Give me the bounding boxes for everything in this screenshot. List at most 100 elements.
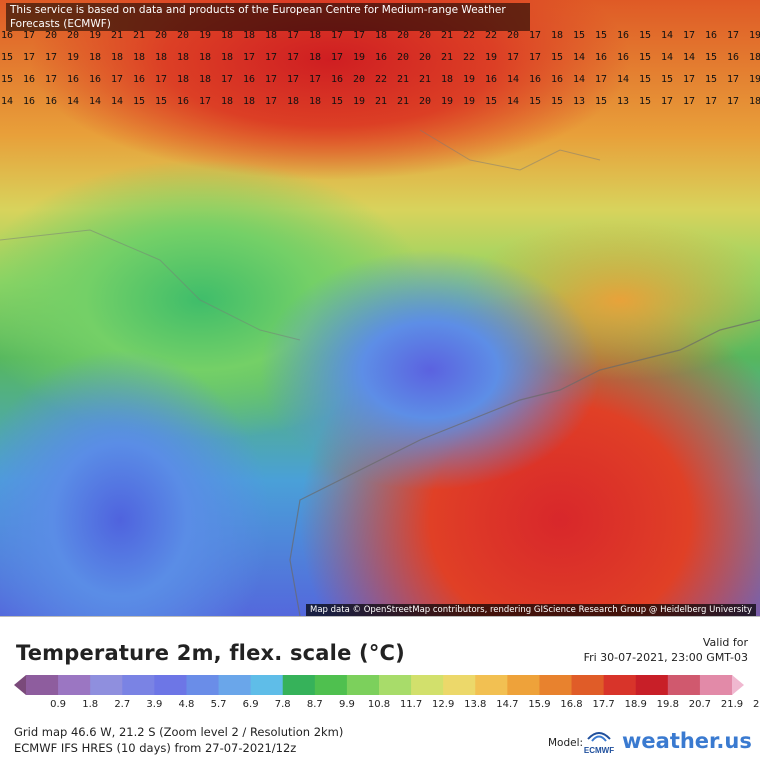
grid-value: 19 (462, 96, 476, 107)
scale-swatch (90, 675, 123, 695)
grid-value: 14 (660, 52, 674, 63)
scale-swatch (411, 675, 444, 695)
color-scale-bar (14, 675, 744, 695)
grid-info: Grid map 46.6 W, 21.2 S (Zoom level 2 / … (14, 725, 344, 739)
grid-value: 18 (242, 96, 256, 107)
brand-tld: us (724, 729, 752, 753)
grid-value: 21 (374, 96, 388, 107)
grid-value: 16 (22, 96, 36, 107)
grid-value: 17 (330, 30, 344, 41)
grid-value: 22 (484, 30, 498, 41)
scale-tick-label: 11.7 (399, 699, 423, 710)
grid-value: 15 (330, 96, 344, 107)
grid-value: 15 (550, 52, 564, 63)
temperature-map[interactable]: This service is based on data and produc… (0, 0, 760, 616)
grid-value: 15 (704, 52, 718, 63)
grid-value: 14 (110, 96, 124, 107)
brand-name: weather. (622, 729, 725, 753)
attribution-top: This service is based on data and produc… (6, 3, 530, 31)
attribution-bottom: Map data © OpenStreetMap contributors, r… (306, 604, 756, 616)
grid-value: 16 (330, 74, 344, 85)
grid-value: 20 (352, 74, 366, 85)
grid-value: 19 (88, 30, 102, 41)
scale-swatch (539, 675, 573, 695)
grid-value: 18 (176, 74, 190, 85)
grid-value: 21 (396, 96, 410, 107)
grid-value: 16 (594, 52, 608, 63)
grid-value: 21 (418, 74, 432, 85)
grid-value: 13 (572, 96, 586, 107)
grid-value: 17 (44, 52, 58, 63)
grid-value: 21 (396, 74, 410, 85)
grid-value: 18 (308, 52, 322, 63)
scale-tick-label: 7.8 (274, 699, 291, 710)
grid-value: 16 (44, 96, 58, 107)
scale-tick-label: 20.7 (688, 699, 712, 710)
grid-value: 21 (440, 30, 454, 41)
grid-value: 17 (286, 30, 300, 41)
scale-swatch (250, 675, 284, 695)
grid-value: 17 (264, 52, 278, 63)
grid-value: 17 (330, 52, 344, 63)
scale-swatch (282, 675, 316, 695)
scale-swatch (186, 675, 220, 695)
grid-value: 18 (286, 96, 300, 107)
grid-value: 17 (154, 74, 168, 85)
grid-value: 18 (440, 74, 454, 85)
scale-tick-label: 10.8 (367, 699, 391, 710)
grid-value: 17 (682, 96, 696, 107)
scale-arrow-right (732, 675, 744, 695)
grid-value: 16 (374, 52, 388, 63)
grid-value: 14 (66, 96, 80, 107)
grid-value: 17 (726, 96, 740, 107)
grid-row: 15 17 17 19 18 18 18 18 18 18 18 17 17 17 18 17 19 16 20 20… (0, 52, 760, 74)
scale-tick-label: 3.9 (146, 699, 163, 710)
scale-swatch (122, 675, 155, 695)
grid-value: 15 (704, 74, 718, 85)
grid-value: 19 (748, 30, 760, 41)
grid-value: 17 (286, 52, 300, 63)
grid-value: 15 (484, 96, 498, 107)
scale-arrow-left (14, 675, 26, 695)
grid-value: 20 (506, 30, 520, 41)
grid-value: 15 (638, 30, 652, 41)
ecmwf-logo-text: ECMWF (584, 746, 614, 755)
grid-value: 15 (638, 52, 652, 63)
scale-swatch (667, 675, 701, 695)
grid-value: 17 (22, 52, 36, 63)
grid-value: 18 (88, 52, 102, 63)
coastline-overlay (0, 129, 760, 616)
scale-swatch (218, 675, 252, 695)
grid-value: 20 (66, 30, 80, 41)
grid-value: 22 (462, 30, 476, 41)
grid-value: 15 (0, 74, 14, 85)
grid-value: 18 (550, 30, 564, 41)
grid-value: 22 (462, 52, 476, 63)
scale-tick-label: 18.9 (624, 699, 647, 710)
grid-value: 15 (0, 52, 14, 63)
weather-us-logo[interactable]: weather.us (622, 729, 752, 753)
grid-value: 17 (198, 96, 212, 107)
scale-swatch (379, 675, 412, 695)
grid-value: 18 (264, 30, 278, 41)
grid-value: 19 (352, 96, 366, 107)
grid-value: 15 (638, 74, 652, 85)
grid-value: 15 (572, 30, 586, 41)
color-scale (14, 675, 744, 695)
grid-value: 15 (638, 96, 652, 107)
grid-value: 20 (44, 30, 58, 41)
grid-value: 20 (396, 30, 410, 41)
scale-tick-labels: 0.9 1.8 2.7 3.9 4.8 5.7 6.9 7.8 8.7 9.9 10.8 11.7 12… (14, 699, 760, 713)
legend-footer: Temperature 2m, flex. scale (°C) Valid f… (0, 616, 760, 761)
grid-value: 18 (242, 30, 256, 41)
valid-time: Fri 30-07-2021, 23:00 GMT-03 (583, 651, 748, 664)
grid-value: 16 (66, 74, 80, 85)
grid-value: 19 (484, 52, 498, 63)
model-label: Model: (548, 737, 584, 749)
scale-tick-label: 17.7 (592, 699, 615, 710)
grid-value: 17 (506, 52, 520, 63)
grid-value: 18 (308, 96, 322, 107)
grid-value: 15 (154, 96, 168, 107)
grid-value: 13 (616, 96, 630, 107)
scale-swatch (314, 675, 348, 695)
